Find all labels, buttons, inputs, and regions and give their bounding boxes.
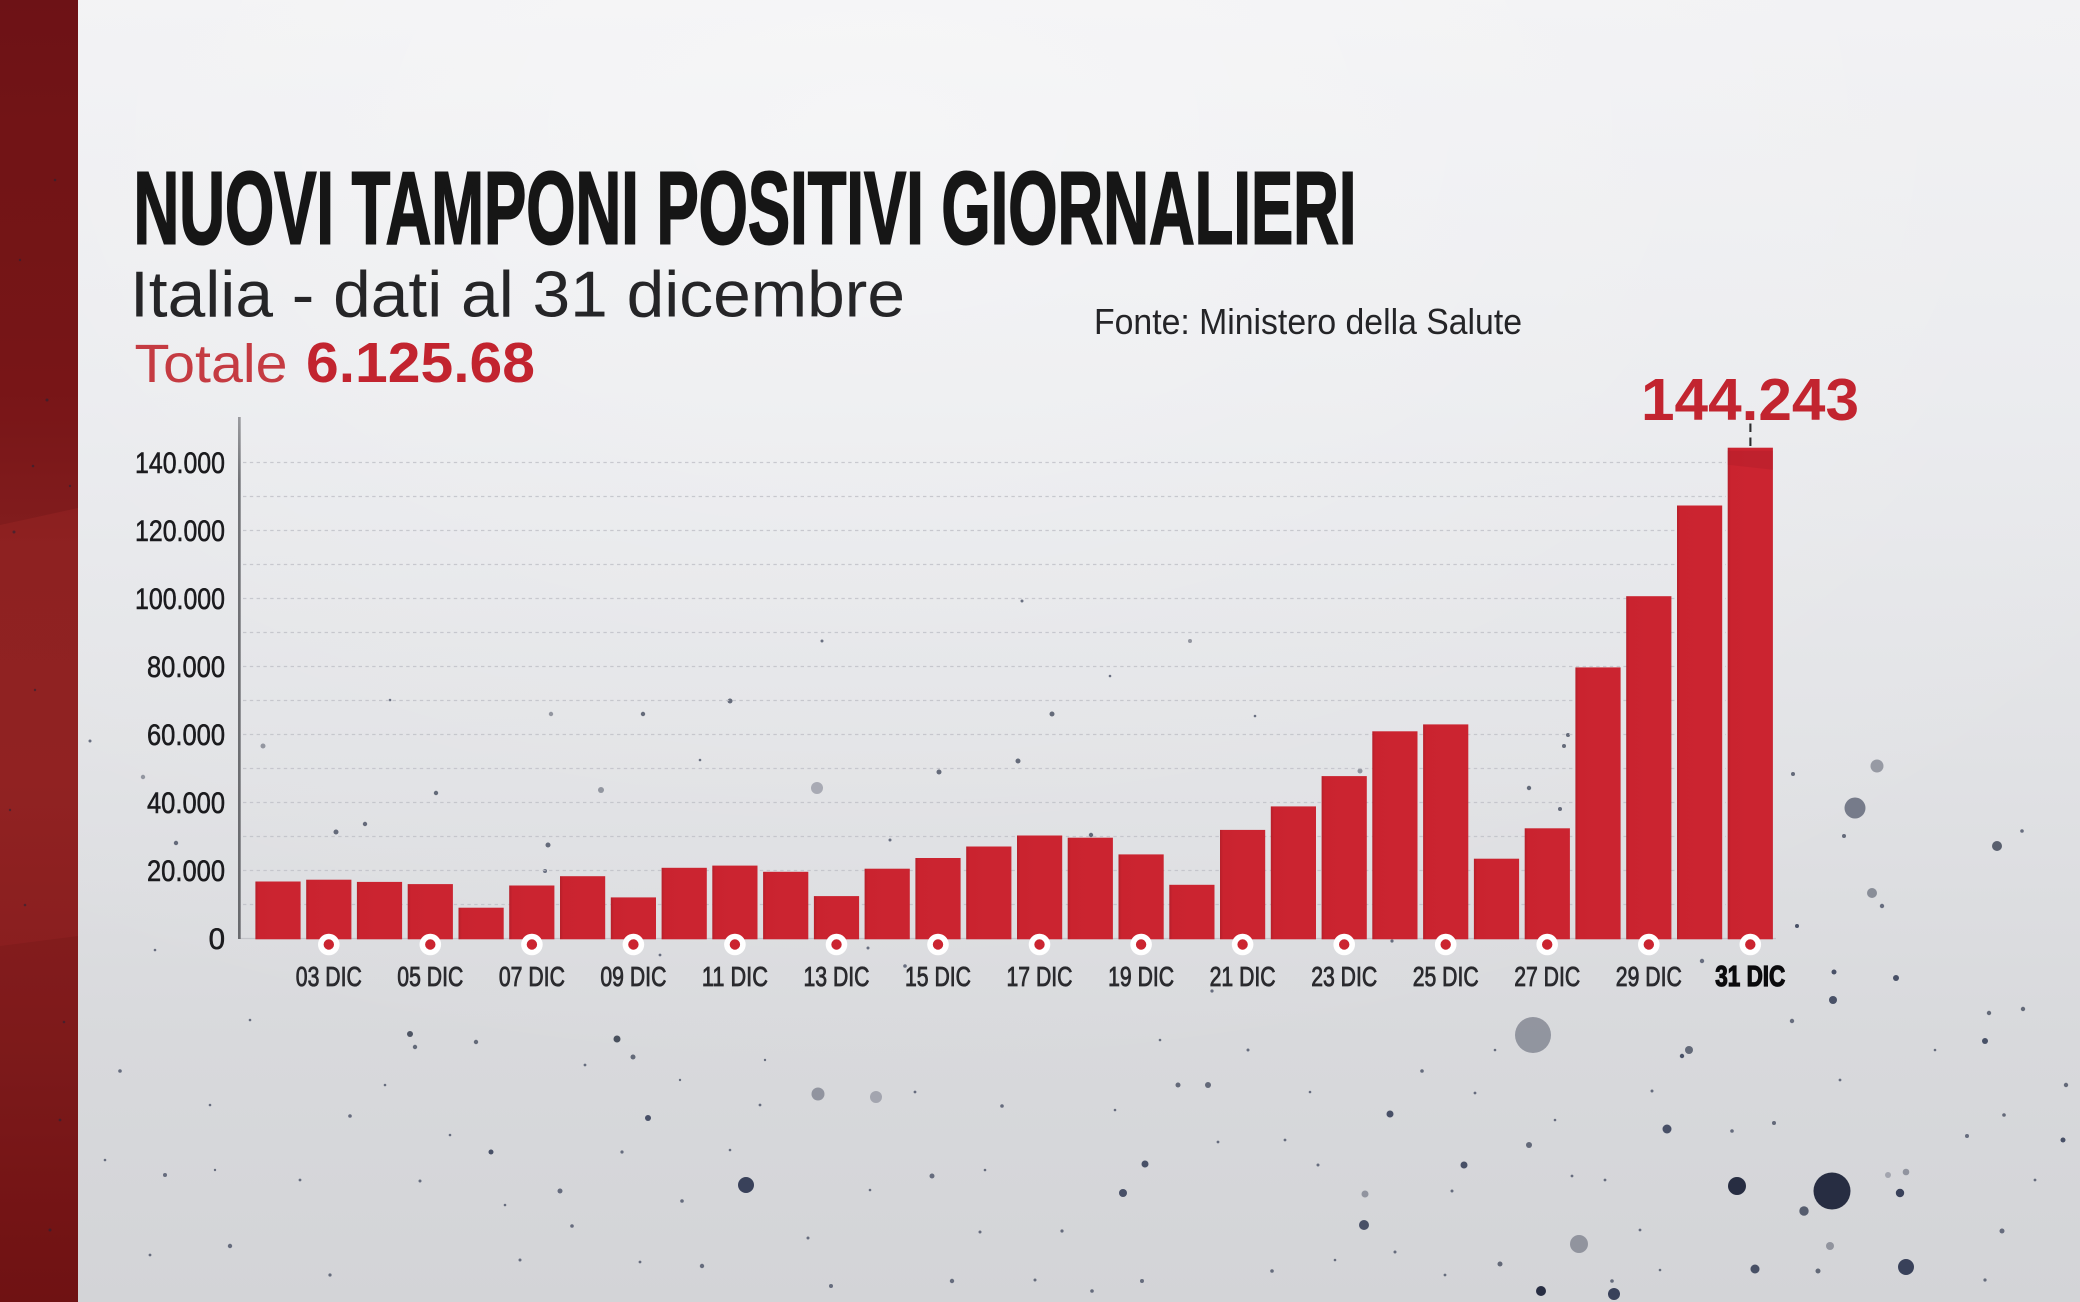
svg-text:29 DIC: 29 DIC: [1616, 961, 1682, 992]
svg-text:20.000: 20.000: [147, 855, 225, 888]
svg-text:6.125.68: 6.125.68: [306, 331, 535, 394]
svg-text:25 DIC: 25 DIC: [1413, 961, 1479, 992]
svg-text:11 DIC: 11 DIC: [702, 961, 768, 992]
svg-text:21 DIC: 21 DIC: [1210, 961, 1276, 992]
svg-text:NUOVI TAMPONI POSITIVI GIORNAL: NUOVI TAMPONI POSITIVI GIORNALIERI: [134, 151, 1357, 266]
svg-text:Totale: Totale: [135, 334, 288, 394]
svg-text:23 DIC: 23 DIC: [1311, 961, 1377, 992]
svg-text:100.000: 100.000: [135, 583, 225, 616]
svg-text:05 DIC: 05 DIC: [397, 961, 463, 992]
svg-text:09 DIC: 09 DIC: [600, 961, 666, 992]
svg-text:80.000: 80.000: [147, 651, 225, 684]
svg-text:120.000: 120.000: [135, 515, 225, 548]
svg-text:27 DIC: 27 DIC: [1514, 961, 1580, 992]
svg-text:13 DIC: 13 DIC: [804, 961, 870, 992]
svg-text:17 DIC: 17 DIC: [1007, 961, 1073, 992]
svg-text:60.000: 60.000: [147, 719, 225, 752]
svg-text:0: 0: [209, 923, 225, 956]
svg-text:Fonte: Ministero della Salute: Fonte: Ministero della Salute: [1094, 301, 1522, 342]
svg-text:07 DIC: 07 DIC: [499, 961, 565, 992]
svg-text:140.000: 140.000: [135, 447, 225, 480]
svg-text:31 DIC: 31 DIC: [1715, 961, 1785, 993]
svg-text:19 DIC: 19 DIC: [1108, 961, 1174, 992]
svg-text:03 DIC: 03 DIC: [296, 961, 362, 992]
svg-text:15 DIC: 15 DIC: [905, 961, 971, 992]
svg-text:144.243: 144.243: [1641, 366, 1859, 433]
svg-text:40.000: 40.000: [147, 787, 225, 820]
svg-text:Italia - dati al 31 dicembre: Italia - dati al 31 dicembre: [130, 259, 905, 331]
